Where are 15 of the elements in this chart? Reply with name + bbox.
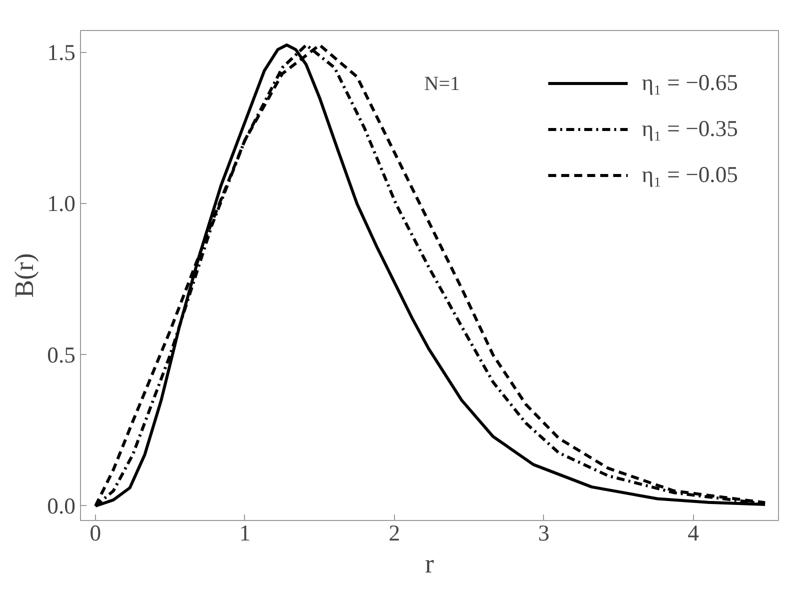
annotation: N=1 bbox=[424, 72, 460, 95]
legend-label: η₁ = −0.05 bbox=[642, 162, 738, 188]
y-axis-title: B(r) bbox=[9, 253, 40, 298]
x-tick-label: 3 bbox=[538, 520, 550, 546]
x-tick-label: 0 bbox=[90, 520, 102, 546]
y-tick-label: 1.0 bbox=[47, 191, 76, 216]
legend-label: η₁ = −0.65 bbox=[642, 70, 738, 96]
x-axis-title: r bbox=[425, 548, 434, 578]
legend-label: η₁ = −0.35 bbox=[642, 116, 738, 142]
x-tick-label: 1 bbox=[239, 520, 251, 546]
y-tick-label: 1.5 bbox=[47, 40, 76, 66]
y-tick-label: 0.0 bbox=[47, 493, 76, 518]
y-tick-label: 0.5 bbox=[47, 342, 76, 368]
x-tick-label: 2 bbox=[388, 520, 400, 546]
x-tick-label: 4 bbox=[688, 520, 699, 546]
